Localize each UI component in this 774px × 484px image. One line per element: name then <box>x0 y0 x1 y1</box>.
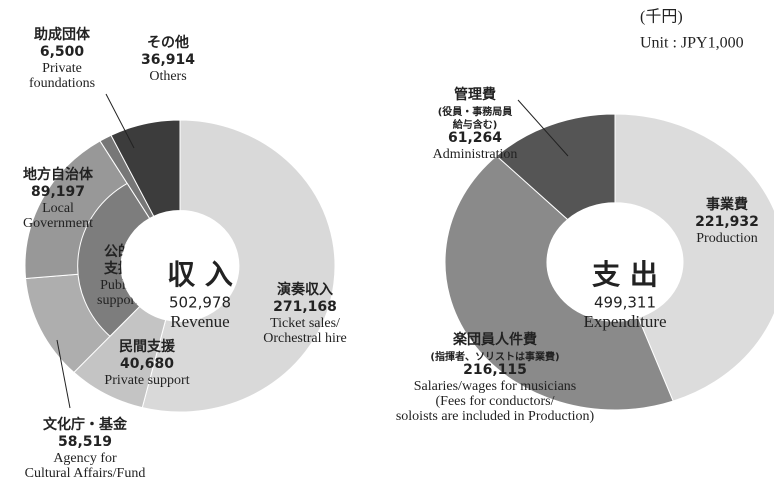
center-subtitle: Expenditure <box>583 312 666 331</box>
label-en: Private support <box>104 373 189 388</box>
leader-line <box>105 93 135 149</box>
label-en: soloists are included in Production) <box>396 409 595 424</box>
label-en: Production <box>696 231 757 246</box>
center-title: 支 出 <box>592 258 658 291</box>
label: その他 <box>147 34 189 51</box>
label-en: Ticket sales/ <box>270 316 340 331</box>
label: 89,197 <box>31 184 85 200</box>
label: 管理費 <box>454 86 496 103</box>
leader-line <box>517 99 569 157</box>
center-total: 499,311 <box>594 294 656 312</box>
center-total: 502,978 <box>169 294 231 312</box>
label-en: support <box>97 293 139 308</box>
label-en: Government <box>23 216 93 231</box>
label: 271,168 <box>273 299 337 315</box>
label-en: foundations <box>29 76 95 91</box>
label: 40,680 <box>120 356 174 372</box>
label-note: (役員・事務局員 <box>438 105 513 118</box>
label-en: Others <box>149 69 186 84</box>
hole <box>121 210 239 322</box>
hole <box>547 202 683 322</box>
label-note: (指揮者、ソリストは事業費) <box>430 350 559 363</box>
label: 216,115 <box>463 362 527 378</box>
label: 事業費 <box>706 196 748 213</box>
label: 221,932 <box>695 214 759 230</box>
label-note: 給与含む) <box>453 118 498 131</box>
label: 地方自治体 <box>23 166 94 183</box>
label: 58,519 <box>58 434 112 450</box>
label-en: Orchestral hire <box>263 331 347 346</box>
label-en: Cultural Affairs/Fund <box>25 466 146 481</box>
center-title: 収 入 <box>167 258 233 291</box>
center-subtitle: Revenue <box>170 312 229 331</box>
label-en: (Fees for conductors/ <box>436 394 555 409</box>
slice <box>614 113 774 402</box>
label: 61,264 <box>448 130 502 146</box>
label: 民間支援 <box>119 338 176 355</box>
label-en: Private <box>42 61 82 76</box>
leader-line <box>56 339 71 409</box>
label: 36,914 <box>141 52 195 68</box>
label: 6,500 <box>40 44 85 60</box>
label-en: Salaries/wages for musicians <box>414 379 577 394</box>
label: 助成団体 <box>34 26 91 43</box>
label-en: Agency for <box>53 451 117 466</box>
label: 演奏収入 <box>277 281 333 298</box>
unit-en: Unit : JPY1,000 <box>640 35 744 52</box>
label-en: Administration <box>433 147 518 162</box>
label: 文化庁・基金 <box>43 416 128 433</box>
unit-ja: (千円) <box>640 8 683 26</box>
label: 楽団員人件費 <box>452 331 537 348</box>
label-en: Local <box>42 201 74 216</box>
